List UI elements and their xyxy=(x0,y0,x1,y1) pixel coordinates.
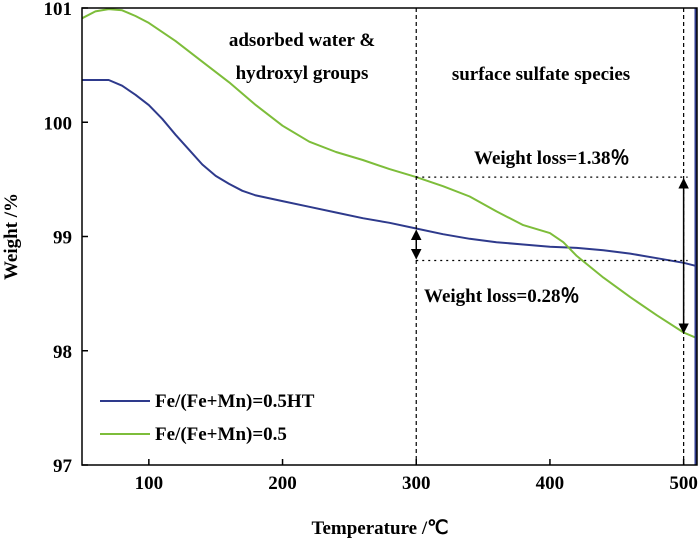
x-tick-label: 400 xyxy=(536,473,565,494)
ticks-layer: 100 200 300 400 500 97 98 99 100 101 xyxy=(44,0,698,494)
x-tick-label: 300 xyxy=(402,473,431,494)
region-label-adsorbed-water: adsorbed water & xyxy=(229,30,375,51)
y-axis-title: Weight /% xyxy=(1,193,22,280)
legend: Fe/(Fe+Mn)=0.5HT Fe/(Fe+Mn)=0.5 xyxy=(100,391,315,445)
y-tick-label: 99 xyxy=(53,228,72,249)
series-line-1 xyxy=(82,79,698,268)
series-line-2 xyxy=(81,8,698,340)
region-label-surface-sulfate: surface sulfate species xyxy=(452,64,630,85)
weight-loss-annotation-1: Weight loss=1.38％ xyxy=(474,148,629,169)
guides-layer xyxy=(410,8,689,465)
y-tick-label: 98 xyxy=(53,342,72,363)
x-tick-label: 100 xyxy=(135,473,164,494)
region-label-hydroxyl-groups: hydroxyl groups xyxy=(236,63,369,84)
x-tick-label: 200 xyxy=(268,473,297,494)
legend-label-series-2: Fe/(Fe+Mn)=0.5 xyxy=(155,424,287,445)
y-tick-label: 101 xyxy=(44,0,73,20)
y-tick-label: 100 xyxy=(44,113,73,134)
legend-label-series-1: Fe/(Fe+Mn)=0.5HT xyxy=(155,391,315,412)
x-tick-label: 500 xyxy=(669,473,698,494)
weight-loss-annotation-2: Weight loss=0.28％ xyxy=(424,286,579,307)
y-tick-label: 97 xyxy=(53,456,73,477)
series-layer xyxy=(81,8,698,465)
x-axis-title: Temperature /℃ xyxy=(312,518,449,539)
